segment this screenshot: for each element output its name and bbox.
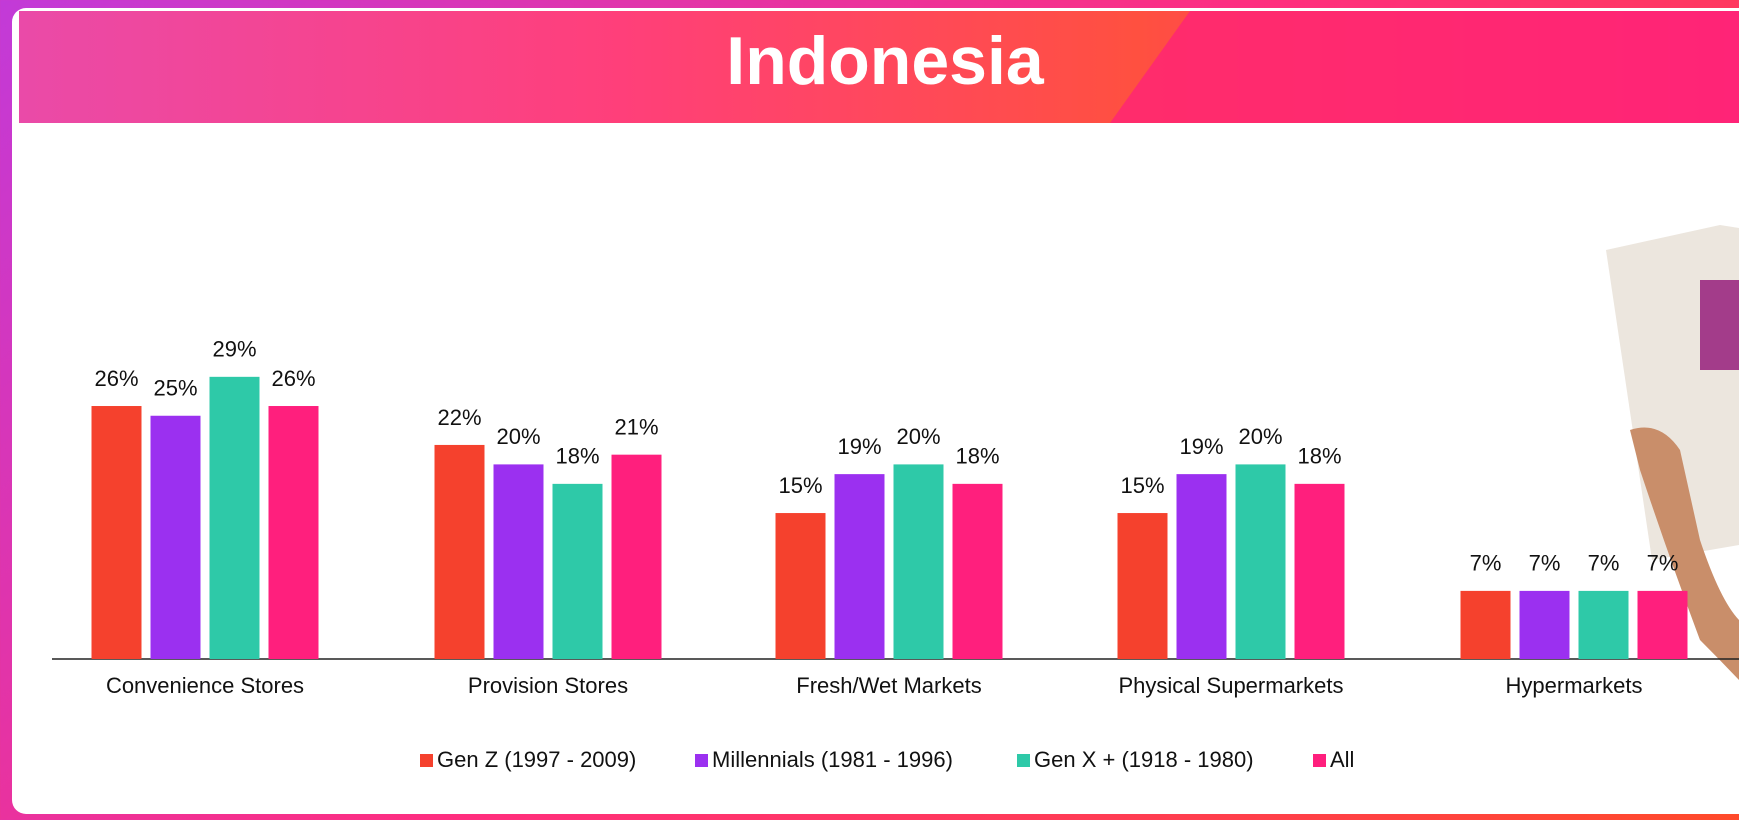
data-label: 29% [212, 337, 256, 362]
bar [1461, 591, 1511, 659]
x-tick-label: Convenience Stores [106, 673, 304, 698]
bar [612, 455, 662, 659]
bar [1118, 513, 1168, 659]
bar [553, 484, 603, 659]
data-label: 21% [614, 414, 658, 439]
banner-accent [1110, 11, 1739, 123]
page: {"chart_data": {"type": "bar", "title": … [0, 0, 1739, 820]
legend-label: Gen X + (1918 - 1980) [1034, 747, 1254, 772]
data-label: 18% [1297, 444, 1341, 469]
data-label: 20% [496, 424, 540, 449]
bar [894, 464, 944, 659]
legend-label: Millennials (1981 - 1996) [712, 747, 953, 772]
bar [1638, 591, 1688, 659]
data-label: 19% [1179, 434, 1223, 459]
bar [210, 377, 260, 659]
x-tick-label: Provision Stores [468, 673, 628, 698]
x-tick-label: Hypermarkets [1506, 673, 1643, 698]
data-label: 20% [896, 424, 940, 449]
legend-swatch [1313, 754, 1326, 767]
bar [1177, 474, 1227, 659]
bar [835, 474, 885, 659]
data-label: 15% [1120, 473, 1164, 498]
chart-title: Indonesia [726, 23, 1045, 99]
data-label: 19% [837, 434, 881, 459]
data-label: 7% [1529, 551, 1561, 576]
bar [953, 484, 1003, 659]
bar [494, 464, 544, 659]
data-label: 26% [271, 366, 315, 391]
data-label: 20% [1238, 424, 1282, 449]
bar [435, 445, 485, 659]
legend-label: All [1330, 747, 1354, 772]
data-label: 25% [153, 376, 197, 401]
legend-swatch [695, 754, 708, 767]
bar [1579, 591, 1629, 659]
bar [92, 406, 142, 659]
bar [1520, 591, 1570, 659]
x-tick-label: Fresh/Wet Markets [796, 673, 981, 698]
bar [151, 416, 201, 659]
legend-swatch [420, 754, 433, 767]
data-label: 26% [94, 366, 138, 391]
bar [776, 513, 826, 659]
chart: Indonesia Convenience Stores 26% 25% 29% 26%… [0, 0, 1739, 820]
data-label: 7% [1588, 551, 1620, 576]
data-label: 18% [955, 444, 999, 469]
legend-swatch [1017, 754, 1030, 767]
bar [1295, 484, 1345, 659]
data-label: 22% [437, 405, 481, 430]
x-tick-label: Physical Supermarkets [1119, 673, 1344, 698]
bar [1236, 464, 1286, 659]
bar [269, 406, 319, 659]
data-label: 15% [778, 473, 822, 498]
data-label: 7% [1647, 551, 1679, 576]
legend-label: Gen Z (1997 - 2009) [437, 747, 636, 772]
data-label: 7% [1470, 551, 1502, 576]
data-label: 18% [555, 444, 599, 469]
